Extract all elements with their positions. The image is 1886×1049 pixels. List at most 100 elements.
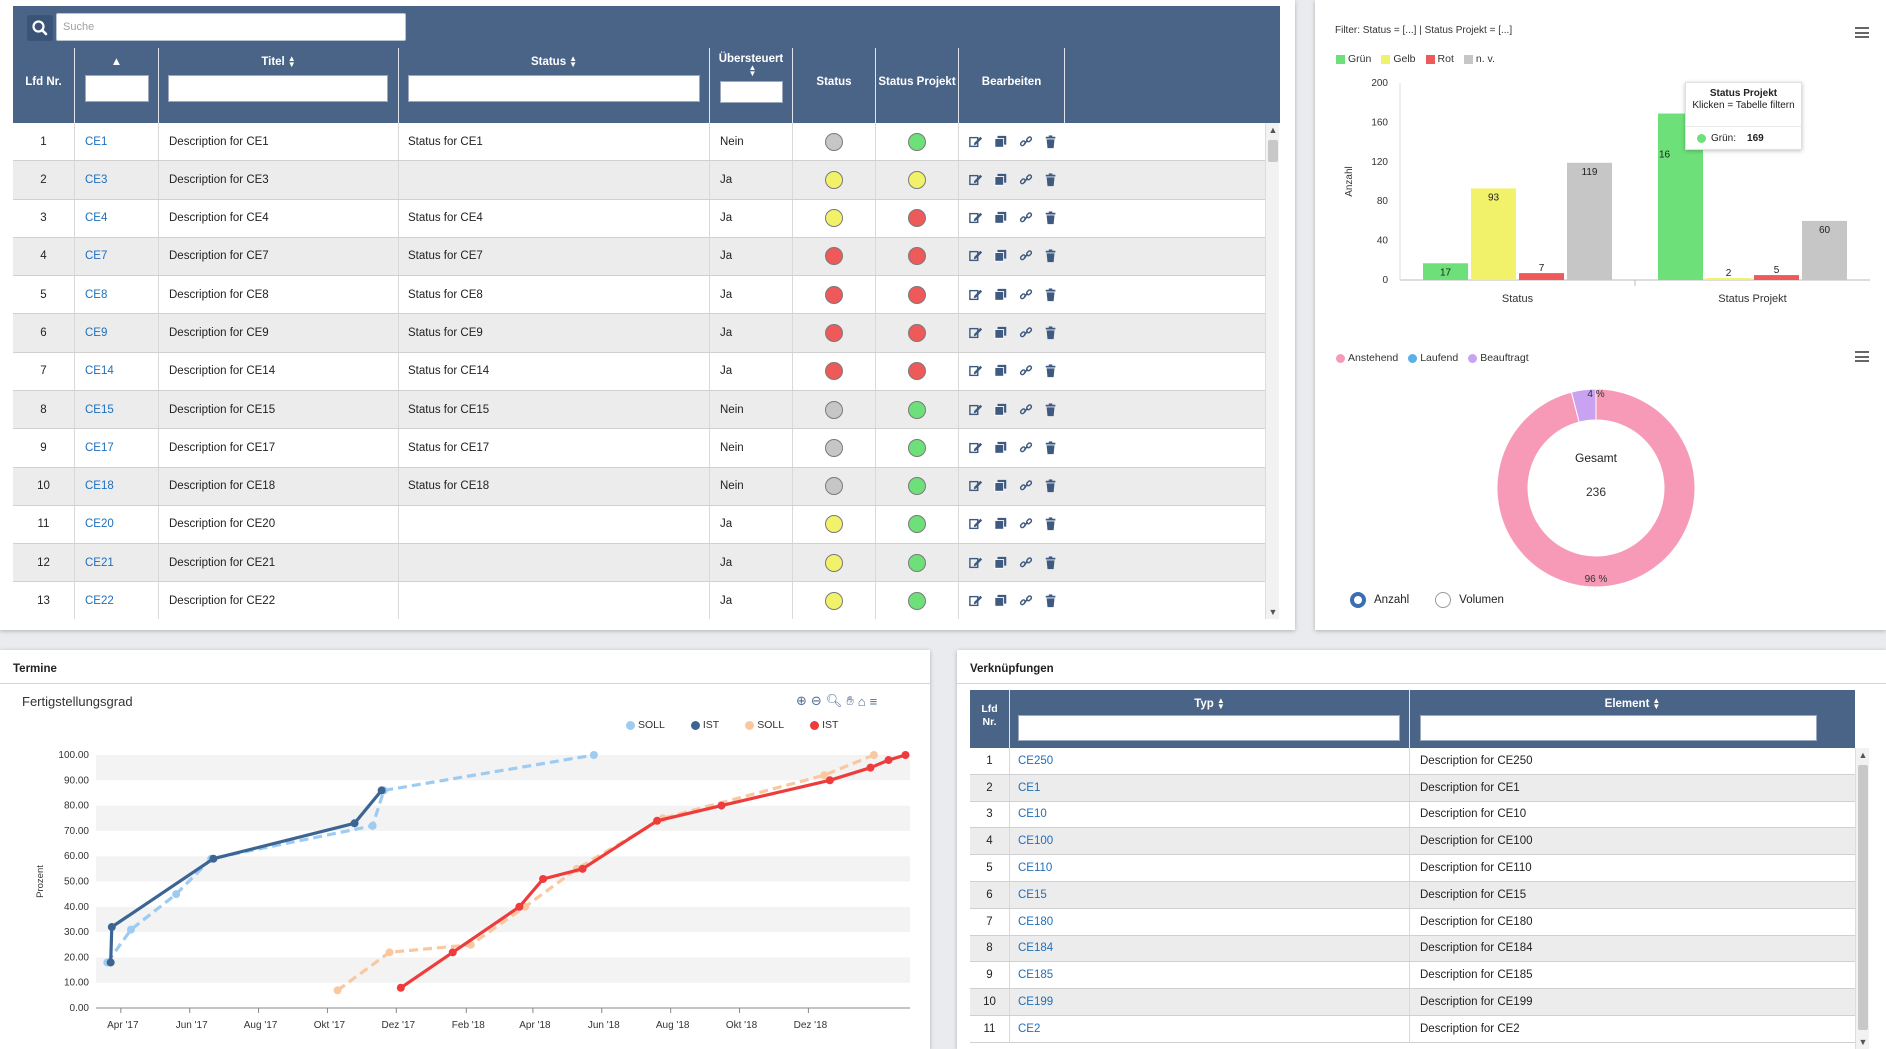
- link-row[interactable]: 9 CE185 Description for CE185: [970, 962, 1855, 990]
- trash-icon[interactable]: [1044, 403, 1058, 417]
- table-row[interactable]: 2 CE3 Description for CE3 Ja: [13, 161, 1265, 200]
- row-typ-link[interactable]: CE199: [1018, 996, 1054, 1009]
- trash-icon[interactable]: [1044, 517, 1058, 531]
- link-row[interactable]: 3 CE10 Description for CE10: [970, 801, 1855, 829]
- filter-input-status[interactable]: [408, 75, 700, 102]
- link-icon[interactable]: [1019, 288, 1033, 302]
- row-typ-link[interactable]: CE10: [1018, 808, 1047, 821]
- table-row[interactable]: 1 CE1 Description for CE1 Status for CE1 Nei…: [13, 123, 1265, 162]
- row-id-link[interactable]: CE22: [85, 595, 114, 607]
- filter-input-element[interactable]: [1420, 715, 1817, 741]
- edit-icon[interactable]: [969, 517, 983, 531]
- trash-icon[interactable]: [1044, 556, 1058, 570]
- table-row[interactable]: 8 CE15 Description for CE15 Status for CE15…: [13, 390, 1265, 430]
- copy-icon[interactable]: [994, 556, 1008, 570]
- table-row[interactable]: 13 CE22 Description for CE22 Ja: [13, 582, 1265, 619]
- edit-icon[interactable]: [969, 211, 983, 225]
- donut-chart-menu-icon[interactable]: [1855, 351, 1869, 362]
- copy-icon[interactable]: [994, 517, 1008, 531]
- zoom-in-icon[interactable]: ⊕: [796, 693, 807, 708]
- link-icon[interactable]: [1019, 594, 1033, 608]
- row-id-link[interactable]: CE3: [85, 173, 108, 186]
- link-row[interactable]: 8 CE184 Description for CE184: [970, 935, 1855, 963]
- copy-icon[interactable]: [994, 364, 1008, 378]
- zoom-out-icon[interactable]: ⊖: [810, 693, 822, 708]
- column-header-id[interactable]: ▲: [75, 48, 159, 123]
- column-header-typ[interactable]: Typ ▲ ▼: [1010, 690, 1410, 748]
- table-row[interactable]: 4 CE7 Description for CE7 Status for CE7 Ja: [13, 237, 1265, 277]
- trash-icon[interactable]: [1044, 594, 1058, 608]
- edit-icon[interactable]: [969, 479, 983, 493]
- copy-icon[interactable]: [994, 441, 1008, 455]
- link-row[interactable]: 5 CE110 Description for CE110: [970, 855, 1855, 882]
- copy-icon[interactable]: [994, 249, 1008, 263]
- column-header-element[interactable]: Element ▲ ▼: [1410, 690, 1855, 748]
- donut-legend-item[interactable]: Laufend: [1408, 352, 1458, 364]
- row-typ-link[interactable]: CE1: [1018, 781, 1041, 794]
- trash-icon[interactable]: [1044, 173, 1058, 187]
- table-row[interactable]: 11 CE20 Description for CE20 Ja: [13, 505, 1265, 545]
- scroll-up-icon[interactable]: ▲: [1858, 750, 1868, 760]
- link-icon[interactable]: [1019, 403, 1033, 417]
- copy-icon[interactable]: [994, 135, 1008, 149]
- scroll-down-icon[interactable]: ▼: [1268, 607, 1278, 617]
- column-header-status-text[interactable]: Status ▲ ▼: [399, 48, 710, 123]
- link-row[interactable]: 7 CE180 Description for CE180: [970, 908, 1855, 936]
- search-button[interactable]: [27, 15, 53, 41]
- row-id-link[interactable]: CE8: [85, 288, 108, 301]
- table-row[interactable]: 9 CE17 Description for CE17 Status for CE17…: [13, 429, 1265, 468]
- row-id-link[interactable]: CE14: [85, 365, 114, 378]
- link-icon[interactable]: [1019, 326, 1033, 340]
- link-icon[interactable]: [1019, 556, 1033, 570]
- row-id-link[interactable]: CE21: [85, 556, 114, 569]
- edit-icon[interactable]: [969, 364, 983, 378]
- line-legend-item[interactable]: SOLL: [626, 719, 665, 731]
- trash-icon[interactable]: [1044, 364, 1058, 378]
- table-row[interactable]: 5 CE8 Description for CE8 Status for CE8 Ja: [13, 276, 1265, 315]
- link-icon[interactable]: [1019, 517, 1033, 531]
- row-typ-link[interactable]: CE250: [1018, 754, 1054, 767]
- row-id-link[interactable]: CE1: [85, 135, 108, 148]
- bar-chart-menu-icon[interactable]: [1855, 27, 1869, 38]
- row-typ-link[interactable]: CE110: [1018, 862, 1053, 875]
- filter-input-id[interactable]: [85, 75, 149, 102]
- copy-icon[interactable]: [994, 173, 1008, 187]
- scroll-down-icon[interactable]: ▼: [1858, 1037, 1868, 1047]
- link-icon[interactable]: [1019, 441, 1033, 455]
- row-id-link[interactable]: CE15: [85, 403, 114, 416]
- table-row[interactable]: 12 CE21 Description for CE21 Ja: [13, 544, 1265, 583]
- table-row[interactable]: 6 CE9 Description for CE9 Status for CE9 Ja: [13, 314, 1265, 353]
- scroll-thumb[interactable]: [1268, 140, 1278, 162]
- radio-anzahl[interactable]: [1350, 592, 1366, 608]
- table-row[interactable]: 10 CE18 Description for CE18 Status for CE1…: [13, 467, 1265, 506]
- trash-icon[interactable]: [1044, 249, 1058, 263]
- row-id-link[interactable]: CE4: [85, 212, 108, 225]
- line-legend-item[interactable]: IST: [810, 719, 838, 731]
- edit-icon[interactable]: [969, 403, 983, 417]
- link-row[interactable]: 2 CE1 Description for CE1: [970, 774, 1855, 802]
- link-row[interactable]: 4 CE100 Description for CE100: [970, 828, 1855, 856]
- row-id-link[interactable]: CE20: [85, 518, 114, 531]
- reset-home-icon[interactable]: ⌂: [857, 693, 866, 709]
- trash-icon[interactable]: [1044, 479, 1058, 493]
- radio-volumen[interactable]: [1435, 592, 1452, 608]
- row-id-link[interactable]: CE17: [85, 441, 114, 454]
- column-header-uebersteuert[interactable]: Übersteuert ▲ ▼: [710, 48, 793, 123]
- copy-icon[interactable]: [994, 594, 1008, 608]
- edit-icon[interactable]: [969, 441, 983, 455]
- link-icon[interactable]: [1019, 173, 1033, 187]
- trash-icon[interactable]: [1044, 326, 1058, 340]
- filter-input-typ[interactable]: [1018, 715, 1400, 741]
- edit-icon[interactable]: [969, 135, 983, 149]
- chart-menu-icon[interactable]: ≡: [869, 693, 878, 709]
- pan-hand-icon[interactable]: ✋︎: [846, 693, 854, 708]
- edit-icon[interactable]: [969, 556, 983, 570]
- trash-icon[interactable]: [1044, 211, 1058, 225]
- row-typ-link[interactable]: CE180: [1018, 915, 1054, 928]
- link-row[interactable]: 10 CE199 Description for CE199: [970, 989, 1855, 1016]
- copy-icon[interactable]: [994, 403, 1008, 417]
- copy-icon[interactable]: [994, 288, 1008, 302]
- trash-icon[interactable]: [1044, 288, 1058, 302]
- edit-icon[interactable]: [969, 288, 983, 302]
- copy-icon[interactable]: [994, 479, 1008, 493]
